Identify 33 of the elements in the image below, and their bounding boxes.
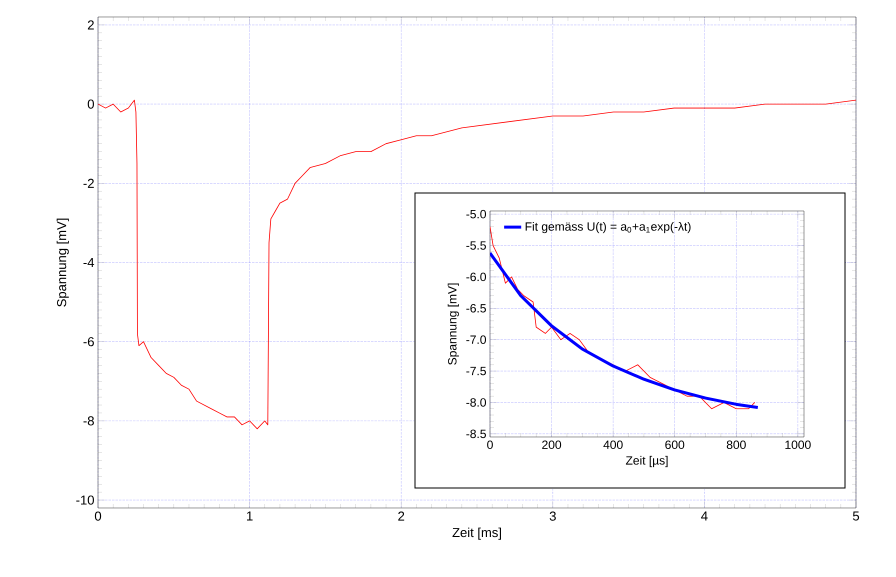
y-tick-label: -8.0 — [466, 398, 486, 407]
x-tick-label: 800 — [726, 440, 746, 450]
y-tick-label: -7.0 — [466, 335, 486, 344]
x-tick-label: 1 — [246, 512, 253, 520]
x-tick-label: 600 — [665, 440, 684, 450]
x-tick-label: 2 — [398, 512, 404, 521]
y-tick-label: -10 — [76, 495, 94, 505]
y-tick-label: -6.0 — [466, 272, 486, 282]
x-tick-label: 1000 — [785, 440, 811, 450]
x-tick-label: 200 — [542, 440, 562, 450]
y-tick-label: -8 — [83, 416, 94, 426]
y-axis-title: Spannung [mV] — [56, 218, 69, 307]
x-tick-label: 400 — [603, 440, 623, 450]
x-axis-title: Zeit [ms] — [452, 528, 501, 540]
y-tick-label: -5.0 — [466, 210, 486, 218]
y-tick-label: -6.5 — [466, 304, 486, 313]
y-tick-label: -5.5 — [466, 241, 486, 250]
x-tick-label: 4 — [701, 512, 708, 520]
y-tick-label: -8.5 — [466, 430, 486, 438]
x-tick-label: 0 — [94, 512, 102, 521]
y-tick-label: -2 — [83, 178, 94, 188]
legend-label: Fit gemäss U(t) = a$_{0}$+a$_{1}$exp(-λt) — [526, 222, 691, 234]
y-axis-title: Spannung [mV] — [448, 284, 459, 365]
y-tick-label: -4 — [83, 258, 94, 267]
line-series — [490, 252, 760, 409]
y-tick-label: -7.5 — [466, 366, 486, 376]
x-tick-label: 5 — [852, 512, 860, 521]
y-tick-label: -6 — [83, 337, 94, 346]
y-tick-label: 0 — [88, 99, 94, 109]
y-tick-label: 2 — [88, 20, 94, 30]
x-tick-label: 3 — [550, 512, 556, 521]
x-axis-title: Zeit [µs] — [626, 456, 668, 468]
x-tick-label: 0 — [487, 440, 493, 450]
